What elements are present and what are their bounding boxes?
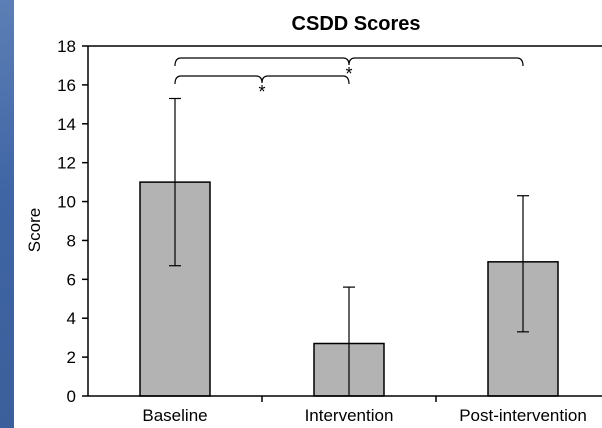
y-tick-label-14: 14: [57, 115, 76, 134]
x-category-label-intervention: Intervention: [305, 406, 394, 425]
significance-marker-baseline-intervention: *: [258, 82, 265, 102]
x-category-label-baseline: Baseline: [142, 406, 207, 425]
y-axis-title: Score: [25, 208, 44, 252]
significance-marker-baseline-post-intervention: *: [345, 64, 352, 84]
y-tick-label-4: 4: [67, 309, 76, 328]
chart-title: CSDD Scores: [292, 13, 421, 35]
y-tick-label-2: 2: [67, 348, 76, 367]
y-tick-label-18: 18: [57, 37, 76, 56]
y-tick-label-16: 16: [57, 76, 76, 95]
plot-area: 0 2 4 6 8 10 12 14 16 18 Baseline Intervention Post-…: [57, 37, 602, 425]
left-edge-background: [0, 0, 14, 428]
y-tick-label-8: 8: [67, 231, 76, 250]
significance-bracket-baseline-intervention: [174, 75, 350, 85]
y-tick-label-12: 12: [57, 154, 76, 173]
y-tick-label-10: 10: [57, 193, 76, 212]
significance-bracket-baseline-post-intervention: [174, 57, 524, 67]
y-tick-label-6: 6: [67, 270, 76, 289]
x-category-label-post-intervention: Post-intervention: [459, 406, 587, 425]
y-tick-label-0: 0: [67, 387, 76, 406]
